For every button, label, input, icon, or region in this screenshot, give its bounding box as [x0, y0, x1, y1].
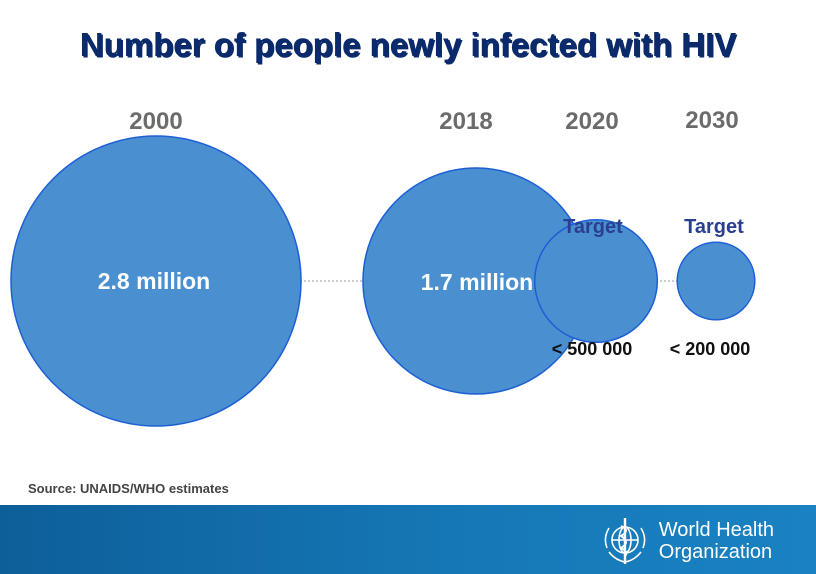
value-label-2020: < 500 000 — [552, 339, 633, 359]
year-label-2018: 2018 — [439, 108, 492, 135]
bubble-2000 — [10, 135, 302, 427]
source-note: Source: UNAIDS/WHO estimates — [28, 481, 229, 496]
value-label-2030: < 200 000 — [670, 339, 751, 359]
year-label-2020: 2020 — [565, 108, 618, 135]
chart-title-shadow: Number of people newly infected with HIV — [81, 28, 737, 65]
organization-name: World Health Organization — [658, 519, 774, 563]
year-label-2000: 2000 — [129, 108, 182, 135]
value-label-2018: 1.7 million — [421, 269, 533, 295]
value-label-2000: 2.8 million — [98, 268, 210, 294]
bubble-2030 — [676, 241, 756, 321]
chart-title: Number of people newly infected with HIV — [80, 26, 736, 63]
target-label-2020: Target — [563, 216, 623, 238]
bubble-2020 — [533, 218, 659, 344]
target-label-2030: Target — [684, 216, 744, 238]
who-emblem-icon — [604, 518, 646, 564]
year-label-2030: 2030 — [685, 107, 738, 134]
footer-bar: World Health Organization — [0, 505, 816, 574]
